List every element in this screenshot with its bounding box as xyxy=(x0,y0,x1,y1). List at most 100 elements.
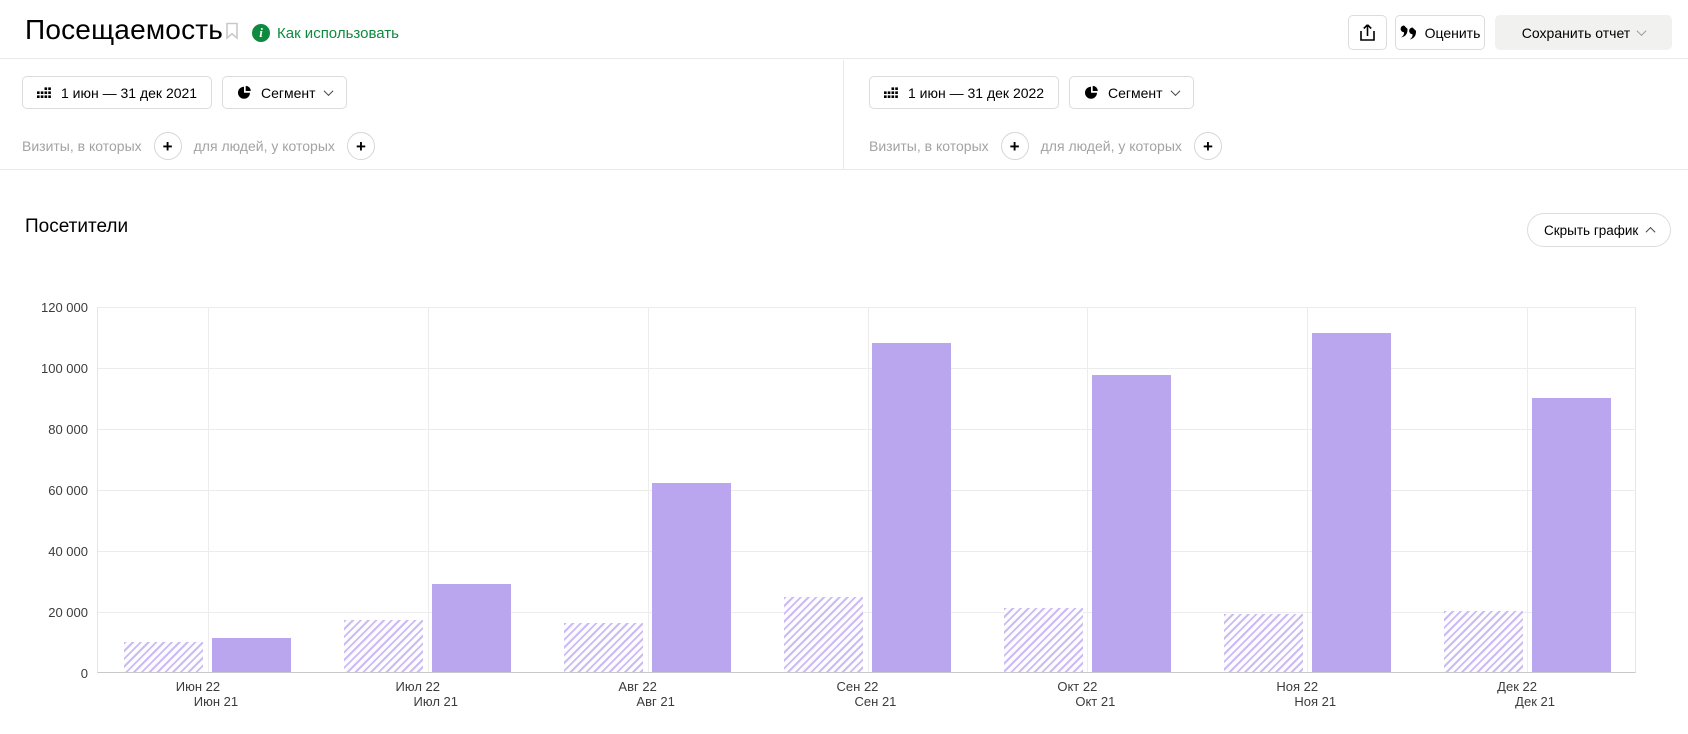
x-axis-label-line1: Окт 22 xyxy=(1057,679,1098,694)
x-axis-label-line2: Дек 21 xyxy=(1515,694,1555,709)
bar-2021-окт[interactable] xyxy=(1003,607,1083,672)
bar-2021-ноя[interactable] xyxy=(1223,614,1303,672)
visits-label-a: Визиты, в которых xyxy=(22,138,142,154)
v-gridline xyxy=(1307,307,1309,672)
x-axis-tick: Июн 22 Июн 21 xyxy=(97,679,317,709)
segment-pie-icon xyxy=(237,85,252,100)
x-axis-tick: Авг 22 Авг 21 xyxy=(537,679,757,709)
bar-2022-авг[interactable] xyxy=(652,482,732,672)
chevron-down-icon xyxy=(323,86,334,97)
feedback-quotes-icon xyxy=(1400,25,1417,40)
segment-button-a[interactable]: Сегмент xyxy=(222,76,347,109)
filters-section: 1 июн — 31 дек 2021 Сегмент Визиты, в ко… xyxy=(0,60,1688,170)
save-report-button[interactable]: Сохранить отчет xyxy=(1495,15,1672,50)
date-range-label-a: 1 июн — 31 дек 2021 xyxy=(61,84,198,101)
date-range-button-a[interactable]: 1 июн — 31 дек 2021 xyxy=(22,76,213,109)
x-axis-label-line2: Июн 21 xyxy=(193,694,239,709)
export-button[interactable] xyxy=(1348,15,1387,50)
v-gridline xyxy=(867,307,869,672)
bar-2021-дек[interactable] xyxy=(1443,611,1523,672)
page-title: Посещаемость xyxy=(25,14,224,45)
segment-label-b: Сегмент xyxy=(1108,84,1163,101)
bar-2021-авг[interactable] xyxy=(564,623,644,672)
save-report-label: Сохранить отчет xyxy=(1521,24,1631,41)
x-axis-tick: Июл 22 Июл 21 xyxy=(317,679,537,709)
x-axis-tick: Дек 22 Дек 21 xyxy=(1416,679,1636,709)
x-axis-label-line2: Окт 21 xyxy=(1075,694,1116,709)
y-axis: 120 000 100 000 80 000 60 000 40 000 20 000 0 xyxy=(0,300,88,681)
x-axis-label-line1: Авг 22 xyxy=(618,679,657,694)
h-gridline xyxy=(98,551,1635,552)
h-gridline xyxy=(98,429,1635,430)
x-axis-tick: Ноя 22 Ноя 21 xyxy=(1196,679,1416,709)
x-axis-tick: Окт 22 Окт 21 xyxy=(976,679,1196,709)
y-axis-label: 80 000 xyxy=(48,422,88,437)
h-gridline xyxy=(98,612,1635,613)
chevron-down-icon xyxy=(1170,86,1181,97)
filters-divider xyxy=(843,60,844,170)
how-to-use-label: Как использовать xyxy=(277,24,399,42)
header: Посещаемость i Как использовать xyxy=(0,0,1688,59)
calendar-icon xyxy=(884,86,899,99)
add-people-condition-b-button[interactable]: + xyxy=(1193,132,1222,160)
add-visit-condition-b-button[interactable]: + xyxy=(1000,132,1029,160)
x-axis-label-line2: Сен 21 xyxy=(854,694,897,709)
bar-2021-июн[interactable] xyxy=(124,641,204,672)
export-icon xyxy=(1359,23,1376,42)
bar-2022-дек[interactable] xyxy=(1531,397,1611,672)
y-axis-label: 0 xyxy=(80,666,88,681)
add-people-condition-a-button[interactable]: + xyxy=(346,132,375,160)
x-axis-label-line2: Ноя 21 xyxy=(1294,694,1337,709)
x-axis-tick: Сен 22 Сен 21 xyxy=(757,679,977,709)
bar-2022-июл[interactable] xyxy=(432,583,512,672)
segment-button-b[interactable]: Сегмент xyxy=(1069,76,1194,109)
v-gridline xyxy=(1087,307,1089,672)
visits-label-b: Визиты, в которых xyxy=(869,138,989,154)
hide-chart-button[interactable]: Скрыть график xyxy=(1527,213,1672,247)
x-axis-label-line2: Июл 21 xyxy=(413,694,458,709)
filter-conditions-b: Визиты, в которых + для людей, у которых… xyxy=(869,132,1222,160)
segment-pie-icon xyxy=(1084,85,1099,100)
section-title: Посетители xyxy=(25,216,129,237)
calendar-icon xyxy=(37,86,52,99)
bar-2021-сен[interactable] xyxy=(784,597,863,672)
date-range-button-b[interactable]: 1 июн — 31 дек 2022 xyxy=(869,76,1060,109)
x-axis: Июн 22 Июн 21 Июл 22 Июл 21 Авг 22 Авг 21 Сен … xyxy=(97,679,1636,719)
add-visit-condition-a-button[interactable]: + xyxy=(153,132,182,160)
hide-chart-label: Скрыть график xyxy=(1544,222,1639,238)
y-axis-label: 100 000 xyxy=(41,361,88,376)
y-axis-label: 120 000 xyxy=(41,300,88,315)
x-axis-label-line1: Июн 22 xyxy=(175,679,221,694)
bar-2022-сен[interactable] xyxy=(872,342,951,672)
info-icon: i xyxy=(252,24,270,42)
x-axis-label-line2: Авг 21 xyxy=(636,694,675,709)
y-axis-label: 20 000 xyxy=(48,605,88,620)
v-gridline xyxy=(427,307,429,672)
h-gridline xyxy=(98,368,1635,369)
bookmark-icon[interactable] xyxy=(225,22,239,40)
chevron-up-icon xyxy=(1645,226,1656,237)
rate-button[interactable]: Оценить xyxy=(1395,15,1485,50)
bar-2022-ноя[interactable] xyxy=(1311,333,1391,672)
rate-label: Оценить xyxy=(1424,24,1481,41)
x-axis-label-line1: Сен 22 xyxy=(836,679,879,694)
v-gridline xyxy=(207,307,209,672)
bar-2022-окт[interactable] xyxy=(1091,374,1171,672)
y-axis-label: 60 000 xyxy=(48,483,88,498)
chevron-down-icon xyxy=(1636,26,1647,37)
how-to-use-link[interactable]: i Как использовать xyxy=(252,24,399,42)
people-label-a: для людей, у которых xyxy=(193,138,335,154)
x-axis-label-line1: Июл 22 xyxy=(395,679,440,694)
v-gridline xyxy=(647,307,649,672)
v-gridline xyxy=(1527,307,1529,672)
bar-2022-июн[interactable] xyxy=(212,638,292,672)
date-range-label-b: 1 июн — 31 дек 2022 xyxy=(908,84,1045,101)
people-label-b: для людей, у которых xyxy=(1040,138,1182,154)
y-axis-label: 40 000 xyxy=(48,544,88,559)
plot-area xyxy=(97,307,1636,673)
x-axis-label-line1: Ноя 22 xyxy=(1276,679,1319,694)
bar-2021-июл[interactable] xyxy=(344,620,424,672)
h-gridline xyxy=(98,490,1635,491)
segment-label-a: Сегмент xyxy=(261,84,316,101)
